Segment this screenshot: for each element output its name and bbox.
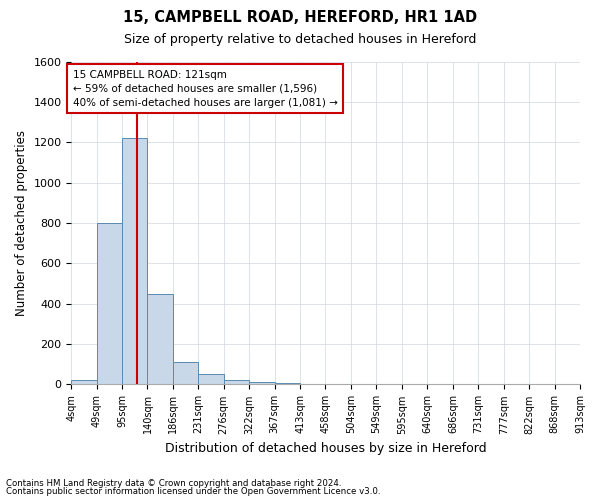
Bar <box>173 362 199 384</box>
Text: Contains public sector information licensed under the Open Government Licence v3: Contains public sector information licen… <box>6 487 380 496</box>
Bar <box>97 223 122 384</box>
Text: Size of property relative to detached houses in Hereford: Size of property relative to detached ho… <box>124 32 476 46</box>
Bar <box>224 380 250 384</box>
Text: Contains HM Land Registry data © Crown copyright and database right 2024.: Contains HM Land Registry data © Crown c… <box>6 478 341 488</box>
Bar <box>199 374 224 384</box>
Text: 15 CAMPBELL ROAD: 121sqm
← 59% of detached houses are smaller (1,596)
40% of sem: 15 CAMPBELL ROAD: 121sqm ← 59% of detach… <box>73 70 337 108</box>
Bar <box>71 380 97 384</box>
Y-axis label: Number of detached properties: Number of detached properties <box>15 130 28 316</box>
Bar <box>250 382 275 384</box>
Text: 15, CAMPBELL ROAD, HEREFORD, HR1 1AD: 15, CAMPBELL ROAD, HEREFORD, HR1 1AD <box>123 10 477 25</box>
Bar <box>148 294 173 384</box>
Bar <box>122 138 148 384</box>
X-axis label: Distribution of detached houses by size in Hereford: Distribution of detached houses by size … <box>165 442 487 455</box>
